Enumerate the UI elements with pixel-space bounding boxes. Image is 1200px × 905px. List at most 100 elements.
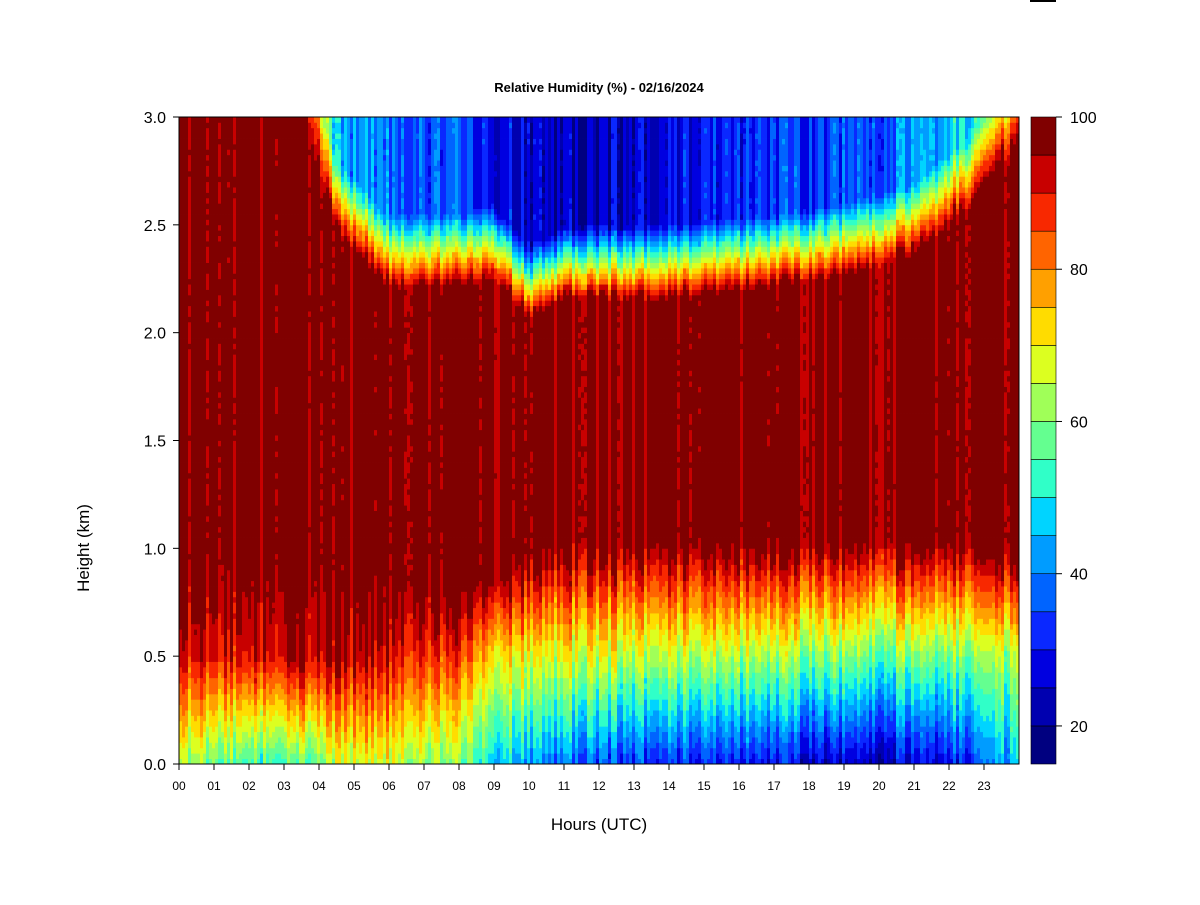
- heatmap-cell: [254, 666, 258, 673]
- heatmap-cell: [254, 559, 258, 565]
- heatmap-cell: [293, 505, 297, 511]
- heatmap-cell: [275, 149, 279, 156]
- heatmap-cell: [179, 715, 183, 722]
- heatmap-cell: [254, 499, 258, 506]
- heatmap-cell: [182, 359, 186, 366]
- heatmap-cell: [290, 370, 294, 377]
- heatmap-cell: [257, 424, 261, 431]
- heatmap-cell: [227, 704, 231, 711]
- heatmap-cell: [182, 596, 186, 603]
- heatmap-cell: [221, 656, 225, 662]
- heatmap-cell: [218, 429, 222, 436]
- heatmap-cell: [224, 149, 228, 156]
- heatmap-cell: [182, 515, 186, 522]
- heatmap-cell: [209, 354, 213, 361]
- heatmap-cell: [179, 305, 183, 312]
- heatmap-cell: [245, 208, 249, 215]
- heatmap-cell: [185, 666, 189, 673]
- heatmap-cell: [197, 311, 201, 317]
- heatmap-cell: [230, 176, 234, 183]
- heatmap-cell: [221, 677, 225, 684]
- heatmap-cell: [263, 143, 267, 150]
- heatmap-cell: [239, 677, 243, 684]
- heatmap-cell: [296, 365, 300, 371]
- heatmap-cell: [284, 365, 288, 371]
- heatmap-cell: [260, 365, 264, 371]
- heatmap-cell: [185, 187, 189, 193]
- heatmap-cell: [281, 143, 285, 150]
- heatmap-cell: [302, 758, 306, 765]
- heatmap-cell: [281, 359, 285, 366]
- heatmap-cell: [242, 138, 246, 145]
- heatmap-cell: [272, 143, 276, 150]
- heatmap-cell: [200, 542, 204, 549]
- heatmap-cell: [233, 564, 237, 571]
- heatmap-cell: [179, 656, 183, 662]
- heatmap-cell: [260, 666, 264, 673]
- heatmap-cell: [182, 542, 186, 549]
- heatmap-cell: [227, 381, 231, 387]
- heatmap-cell: [281, 192, 285, 199]
- heatmap-cell: [197, 451, 201, 458]
- heatmap-cell: [236, 133, 240, 139]
- heatmap-cell: [191, 267, 195, 274]
- heatmap-cell: [215, 720, 219, 727]
- heatmap-cell: [188, 607, 192, 614]
- heatmap-cell: [251, 235, 255, 242]
- heatmap-cell: [287, 666, 291, 673]
- heatmap-cell: [230, 602, 234, 609]
- heatmap-cell: [203, 505, 207, 511]
- heatmap-cell: [236, 294, 240, 301]
- heatmap-cell: [287, 704, 291, 711]
- heatmap-cell: [197, 408, 201, 414]
- heatmap-cell: [254, 521, 258, 528]
- heatmap-cell: [179, 575, 183, 582]
- heatmap-cell: [230, 666, 234, 673]
- heatmap-cell: [206, 381, 210, 387]
- heatmap-cell: [185, 591, 189, 598]
- heatmap-cell: [281, 354, 285, 361]
- heatmap-cell: [230, 327, 234, 334]
- heatmap-cell: [206, 742, 210, 749]
- heatmap-cell: [245, 435, 249, 441]
- heatmap-cell: [188, 537, 192, 544]
- heatmap-cell: [182, 472, 186, 479]
- heatmap-cell: [284, 613, 288, 619]
- heatmap-cell: [263, 176, 267, 183]
- heatmap-cell: [257, 467, 261, 474]
- heatmap-cell: [266, 219, 270, 226]
- heatmap-cell: [218, 214, 222, 220]
- heatmap-cell: [293, 499, 297, 506]
- heatmap-cell: [296, 397, 300, 404]
- heatmap-cell: [179, 591, 183, 598]
- heatmap-cell: [248, 214, 252, 220]
- heatmap-cell: [197, 424, 201, 431]
- heatmap-cell: [218, 483, 222, 490]
- heatmap-cell: [227, 623, 231, 630]
- heatmap-cell: [200, 634, 204, 641]
- heatmap-cell: [242, 715, 246, 722]
- heatmap-cell: [302, 397, 306, 404]
- heatmap-cell: [254, 445, 258, 452]
- heatmap-cell: [302, 666, 306, 673]
- heatmap-cell: [257, 521, 261, 528]
- heatmap-cell: [251, 321, 255, 328]
- heatmap-cell: [218, 278, 222, 285]
- heatmap-cell: [224, 564, 228, 571]
- heatmap-cell: [257, 478, 261, 485]
- heatmap-cell: [257, 510, 261, 517]
- heatmap-cell: [233, 505, 237, 511]
- heatmap-cell: [263, 515, 267, 522]
- heatmap-cell: [263, 375, 267, 382]
- heatmap-cell: [293, 753, 297, 760]
- heatmap-cell: [248, 596, 252, 603]
- heatmap-cell: [236, 391, 240, 398]
- heatmap-cell: [284, 257, 288, 263]
- heatmap-cell: [218, 613, 222, 619]
- heatmap-cell: [233, 278, 237, 285]
- heatmap-cell: [230, 553, 234, 560]
- heatmap-cell: [293, 408, 297, 414]
- heatmap-cell: [203, 683, 207, 689]
- heatmap-cell: [245, 203, 249, 210]
- heatmap-cell: [275, 381, 279, 387]
